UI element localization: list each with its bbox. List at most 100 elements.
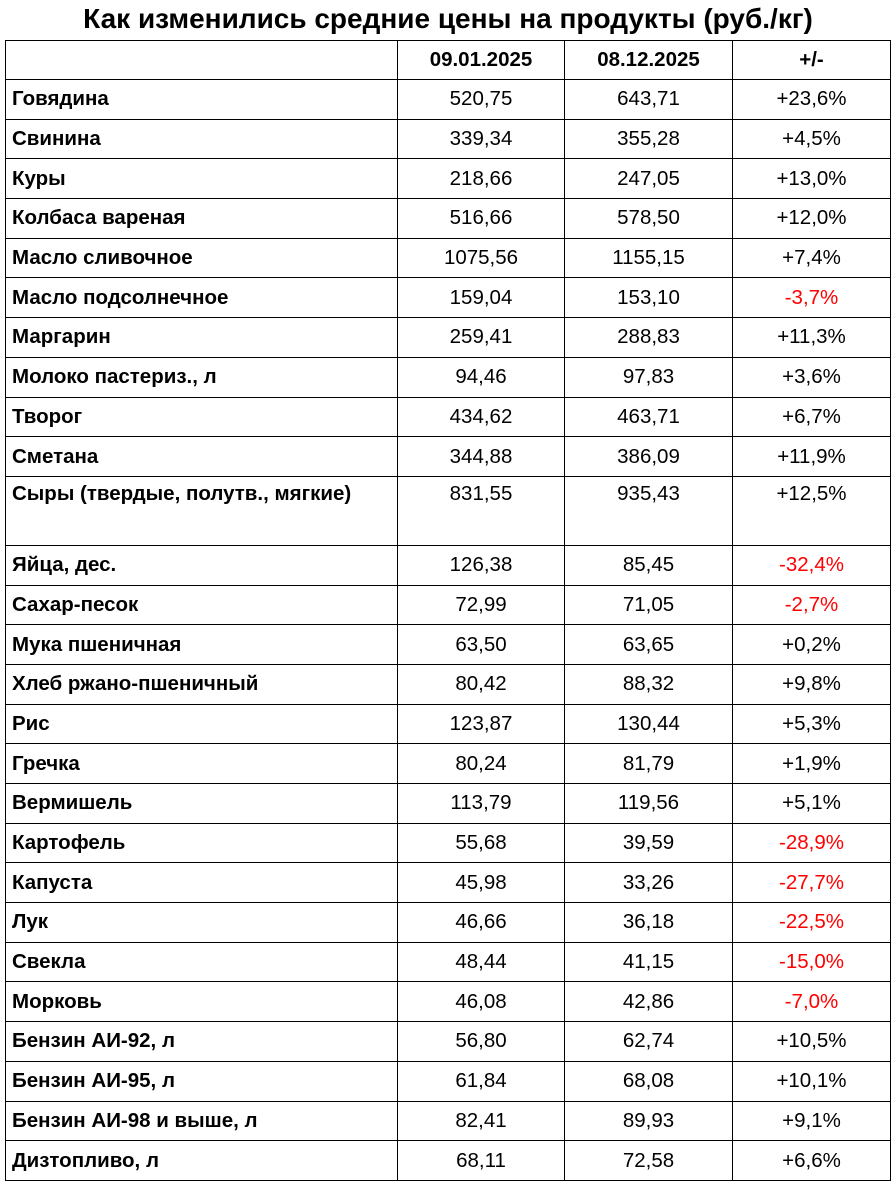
table-row: Рис 123,87 130,44 +5,3% <box>5 703 891 745</box>
price-change-cell: +1,9% <box>732 743 891 784</box>
price-change-cell: +11,3% <box>732 317 891 358</box>
price-change-cell: -28,9% <box>732 822 891 864</box>
product-name-cell: Сметана <box>5 436 398 477</box>
product-name-cell: Колбаса вареная <box>5 198 398 239</box>
table-row: Гречка 80,24 81,79 +1,9% <box>5 743 891 784</box>
table-row: Лук 46,66 36,18 -22,5% <box>5 902 891 943</box>
table-row: Масло сливочное 1075,56 1155,15 +7,4% <box>5 237 891 279</box>
price-date-2-cell: 68,08 <box>564 1060 733 1102</box>
header-product <box>5 40 398 80</box>
price-date-2-cell: 355,28 <box>564 118 733 160</box>
table-row: Бензин АИ-92, л 56,80 62,74 +10,5% <box>5 1021 891 1062</box>
price-change-cell: -7,0% <box>732 981 891 1023</box>
price-date-2-cell: 463,71 <box>564 396 733 438</box>
table-row: Колбаса вареная 516,66 578,50 +12,0% <box>5 198 891 239</box>
price-date-2-cell: 63,65 <box>564 624 733 665</box>
price-date-2-cell: 386,09 <box>564 436 733 477</box>
price-date-2-cell: 85,45 <box>564 544 733 586</box>
price-change-cell: +11,9% <box>732 436 891 477</box>
product-name-cell: Говядина <box>5 79 398 120</box>
price-date-2-cell: 72,58 <box>564 1140 733 1181</box>
price-date-2-cell: 130,44 <box>564 703 733 745</box>
price-date-2-cell: 578,50 <box>564 198 733 239</box>
price-date-2-cell: 39,59 <box>564 822 733 864</box>
price-date-1-cell: 45,98 <box>397 862 565 904</box>
price-date-2-cell: 81,79 <box>564 743 733 784</box>
product-name-cell: Бензин АИ-98 и выше, л <box>5 1100 398 1142</box>
price-change-cell: +3,6% <box>732 356 891 398</box>
price-date-2-cell: 247,05 <box>564 158 733 200</box>
table-row: Бензин АИ-98 и выше, л 82,41 89,93 +9,1% <box>5 1100 891 1142</box>
price-date-2-cell: 36,18 <box>564 902 733 943</box>
price-date-1-cell: 434,62 <box>397 396 565 438</box>
table-row: Яйца, дес. 126,38 85,45 -32,4% <box>5 544 891 586</box>
price-date-1-cell: 68,11 <box>397 1140 565 1181</box>
price-date-1-cell: 218,66 <box>397 158 565 200</box>
price-date-1-cell: 259,41 <box>397 317 565 358</box>
product-name-cell: Мука пшеничная <box>5 624 398 665</box>
price-date-2-cell: 119,56 <box>564 783 733 824</box>
product-name-cell: Свекла <box>5 941 398 983</box>
price-date-2-cell: 288,83 <box>564 317 733 358</box>
product-name-cell: Капуста <box>5 862 398 904</box>
header-date-1: 09.01.2025 <box>397 40 565 80</box>
price-date-1-cell: 126,38 <box>397 544 565 586</box>
table-row: Свекла 48,44 41,15 -15,0% <box>5 941 891 983</box>
price-change-cell: +12,0% <box>732 198 891 239</box>
product-name-cell: Куры <box>5 158 398 200</box>
price-date-1-cell: 46,66 <box>397 902 565 943</box>
product-name-cell: Гречка <box>5 743 398 784</box>
price-date-2-cell: 1155,15 <box>564 237 733 279</box>
product-name-cell: Молоко пастериз., л <box>5 356 398 398</box>
product-name-cell: Вермишель <box>5 783 398 824</box>
price-date-1-cell: 339,34 <box>397 118 565 160</box>
table-row: Хлеб ржано-пшеничный 80,42 88,32 +9,8% <box>5 663 891 705</box>
table-row: Молоко пастериз., л 94,46 97,83 +3,6% <box>5 356 891 398</box>
table-row: Мука пшеничная 63,50 63,65 +0,2% <box>5 624 891 665</box>
table-row: Капуста 45,98 33,26 -27,7% <box>5 862 891 904</box>
price-change-cell: -15,0% <box>732 941 891 983</box>
product-name-cell: Маргарин <box>5 317 398 358</box>
product-name-cell: Картофель <box>5 822 398 864</box>
price-date-1-cell: 72,99 <box>397 584 565 626</box>
price-date-1-cell: 159,04 <box>397 277 565 319</box>
table-row: Сметана 344,88 386,09 +11,9% <box>5 436 891 477</box>
price-change-cell: -27,7% <box>732 862 891 904</box>
price-date-1-cell: 344,88 <box>397 436 565 477</box>
product-name-cell: Свинина <box>5 118 398 160</box>
price-date-2-cell: 89,93 <box>564 1100 733 1142</box>
product-name-cell: Рис <box>5 703 398 745</box>
price-change-cell: +7,4% <box>732 237 891 279</box>
price-change-cell: -3,7% <box>732 277 891 319</box>
price-date-2-cell: 71,05 <box>564 584 733 626</box>
product-name-cell: Бензин АИ-92, л <box>5 1021 398 1062</box>
price-date-1-cell: 520,75 <box>397 79 565 120</box>
table-row: Сыры (твердые, полутв., мягкие) 831,55 935… <box>5 475 891 546</box>
product-name-cell: Дизтопливо, л <box>5 1140 398 1181</box>
price-change-cell: +5,3% <box>732 703 891 745</box>
price-change-cell: +13,0% <box>732 158 891 200</box>
price-date-2-cell: 97,83 <box>564 356 733 398</box>
header-change: +/- <box>732 40 891 80</box>
price-date-1-cell: 46,08 <box>397 981 565 1023</box>
price-date-1-cell: 55,68 <box>397 822 565 864</box>
product-name-cell: Масло сливочное <box>5 237 398 279</box>
page-title: Как изменились средние цены на продукты … <box>83 3 813 34</box>
product-name-cell: Лук <box>5 902 398 943</box>
table-row: Дизтопливо, л 68,11 72,58 +6,6% <box>5 1140 891 1181</box>
price-change-cell: +23,6% <box>732 79 891 120</box>
price-date-2-cell: 153,10 <box>564 277 733 319</box>
price-date-2-cell: 42,86 <box>564 981 733 1023</box>
product-name-cell: Творог <box>5 396 398 438</box>
price-change-cell: -22,5% <box>732 902 891 943</box>
header-row: 09.01.2025 08.12.2025 +/- <box>5 40 891 80</box>
price-change-cell: -2,7% <box>732 584 891 626</box>
table-row: Маргарин 259,41 288,83 +11,3% <box>5 317 891 358</box>
product-name-cell: Хлеб ржано-пшеничный <box>5 663 398 705</box>
table-row: Морковь 46,08 42,86 -7,0% <box>5 981 891 1023</box>
product-name-cell: Сыры (твердые, полутв., мягкие) <box>5 475 398 546</box>
product-name-cell: Яйца, дес. <box>5 544 398 586</box>
table-row: Свинина 339,34 355,28 +4,5% <box>5 118 891 160</box>
price-date-2-cell: 88,32 <box>564 663 733 705</box>
product-name-cell: Бензин АИ-95, л <box>5 1060 398 1102</box>
